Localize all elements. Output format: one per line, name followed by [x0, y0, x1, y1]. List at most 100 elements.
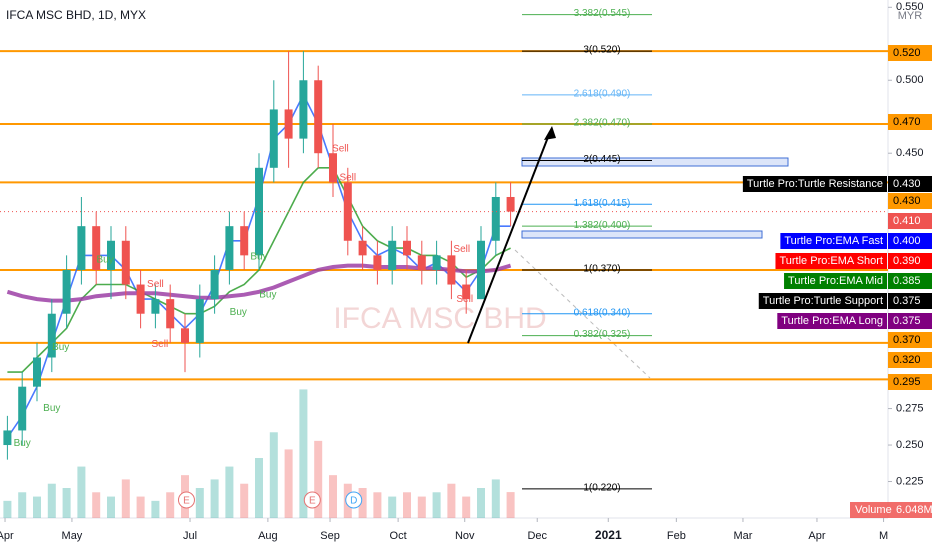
price-tag-label: 0.520: [893, 47, 921, 59]
volume-bar: [136, 496, 145, 518]
candle-body: [477, 240, 485, 300]
price-tag-label: 0.375: [893, 315, 921, 327]
price-tag-label: 0.370: [893, 334, 921, 346]
signal-label: Sell: [151, 339, 168, 350]
price-tag: [888, 352, 932, 368]
volume-bar: [314, 440, 323, 518]
y-tick-label: 0.225: [896, 475, 924, 487]
price-tag: [888, 213, 932, 229]
signal-label: Sell: [332, 143, 349, 154]
x-tick-label: Nov: [455, 530, 475, 542]
volume-bar: [447, 483, 456, 518]
indicator-name-box: [784, 273, 887, 289]
signal-label: Buy: [43, 403, 60, 414]
candle-body: [166, 299, 175, 329]
indicator-name: Turtle Pro:EMA Fast: [784, 235, 883, 247]
x-tick-label: Sep: [320, 530, 340, 542]
candle-body: [491, 196, 500, 241]
fib-label: 2.382(0.470): [574, 118, 631, 129]
volume-bar: [225, 466, 234, 518]
fib-label: 3(0.520): [583, 45, 620, 56]
x-tick-label: 2021: [595, 528, 622, 542]
fib-label: 1(0.370): [583, 264, 620, 275]
signal-label: Buy: [250, 251, 267, 262]
price-tag-label: 0.390: [893, 255, 921, 267]
arrow-head: [544, 126, 556, 140]
candle-body: [210, 269, 219, 300]
indicator-name-box: [777, 313, 887, 329]
volume-bar: [240, 483, 249, 518]
signal-label: Buy: [230, 307, 247, 318]
currency: MYR: [898, 10, 923, 22]
candle-body: [314, 80, 323, 154]
price-tag: [888, 176, 932, 192]
y-tick-label: 0.450: [896, 147, 924, 159]
candle-body: [181, 328, 189, 343]
x-tick-label: Apr: [0, 530, 14, 542]
candle-body: [3, 430, 12, 446]
volume-bar: [195, 488, 204, 518]
x-tick-label: Aug: [258, 530, 278, 542]
candle-body: [373, 255, 382, 270]
x-tick-label: Mar: [733, 530, 752, 542]
chart-title: IFCA MSC BHD, 1D, MYX: [6, 8, 146, 22]
volume-bar: [373, 492, 382, 518]
indicator-name-box: [742, 176, 887, 192]
candle-body: [240, 226, 249, 256]
event-label: E: [183, 496, 190, 507]
candle-body: [388, 240, 397, 270]
candle-body: [403, 240, 411, 256]
fib-label: 1(0.220): [583, 482, 620, 493]
candle-body: [77, 226, 86, 270]
candle-body: [136, 284, 145, 314]
candle-body: [299, 80, 308, 139]
candle-body: [329, 153, 337, 183]
candle-body: [33, 357, 41, 387]
volume-bar: [299, 389, 308, 518]
price-tag-label: 0.375: [893, 295, 921, 307]
candle-body: [107, 240, 115, 270]
candle-body: [92, 226, 101, 270]
x-tick-label: Oct: [390, 530, 407, 542]
y-tick-label: 0.550: [896, 1, 924, 13]
price-tag: [888, 193, 932, 209]
candle-body: [225, 226, 234, 270]
zone-box: [521, 230, 763, 239]
volume-bar: [388, 496, 397, 518]
fib-label: 2.618(0.490): [574, 88, 631, 99]
volume-bar: [462, 496, 471, 518]
volume-bar: [121, 479, 130, 518]
fib-label: 3.382(0.545): [574, 8, 631, 19]
fib-label: 1.382(0.400): [574, 220, 631, 231]
watermark: IFCA MSC BHD: [333, 302, 546, 335]
price-tag-label: 0.430: [893, 178, 921, 190]
zone-box: [521, 157, 789, 167]
candle-body: [432, 255, 441, 270]
trend-arrow: [467, 131, 551, 344]
price-tag-label: 0.430: [893, 195, 921, 207]
signal-label: Sell: [456, 294, 473, 305]
price-tag-label: 0.295: [893, 376, 921, 388]
price-tag: [888, 233, 932, 249]
candle-body: [462, 284, 471, 300]
y-tick-label: 0.500: [896, 74, 924, 86]
signal-label: Sell: [339, 173, 356, 184]
volume-bar: [491, 479, 500, 518]
price-tag: [888, 332, 932, 348]
volume-bar: [284, 449, 293, 518]
volume-bar: [77, 466, 86, 518]
volume-bar: [92, 492, 101, 518]
signal-label: Buy: [14, 438, 31, 449]
candle-body: [358, 240, 367, 256]
fib-label: 2(0.445): [583, 154, 620, 165]
candle-body: [62, 269, 71, 314]
signal-label: Sell: [453, 244, 470, 255]
volume-bar: [477, 488, 485, 518]
event-label: E: [309, 496, 316, 507]
volume-name: Volume: [855, 504, 892, 516]
indicator-name: Turtle Pro:EMA Long: [781, 315, 883, 327]
candle-body: [255, 167, 263, 256]
ema-line: [6, 263, 512, 303]
price-tag-label: 0.385: [893, 275, 921, 287]
